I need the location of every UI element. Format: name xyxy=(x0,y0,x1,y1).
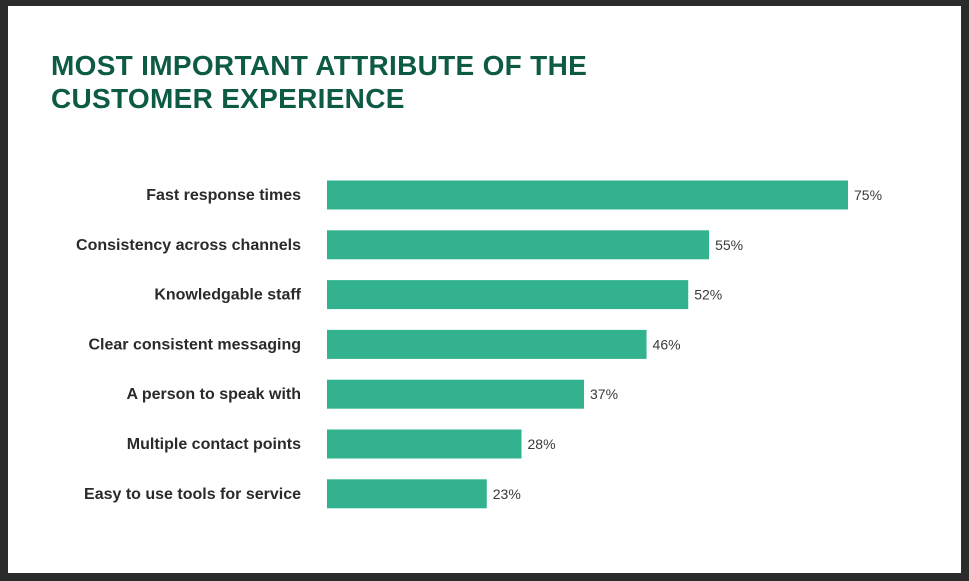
value-label: 75% xyxy=(854,187,882,203)
category-label: Consistency across channels xyxy=(76,237,301,254)
chart-title: MOST IMPORTANT ATTRIBUTE OF THE CUSTOMER… xyxy=(51,50,588,114)
category-label: Fast response times xyxy=(146,187,301,204)
category-label: Easy to use tools for service xyxy=(84,486,301,503)
value-label: 37% xyxy=(590,386,618,402)
bar xyxy=(327,180,848,210)
value-label: 28% xyxy=(528,436,556,452)
value-label: 46% xyxy=(653,336,681,352)
category-label: A person to speak with xyxy=(126,386,301,403)
chart-card: MOST IMPORTANT ATTRIBUTE OF THE CUSTOMER… xyxy=(8,6,961,573)
bar xyxy=(327,329,647,359)
bar xyxy=(327,280,689,310)
value-label: 23% xyxy=(493,486,521,502)
value-label: 52% xyxy=(694,287,722,303)
bar xyxy=(327,429,522,459)
category-label: Clear consistent messaging xyxy=(88,336,301,353)
category-label: Knowledgable staff xyxy=(154,287,301,304)
bar-chart: Fast response times 75% Consistency across… xyxy=(76,180,882,509)
bar xyxy=(327,479,487,509)
bar xyxy=(327,230,710,260)
value-label: 55% xyxy=(715,237,743,253)
category-label: Multiple contact points xyxy=(127,436,301,453)
bar xyxy=(327,379,585,409)
